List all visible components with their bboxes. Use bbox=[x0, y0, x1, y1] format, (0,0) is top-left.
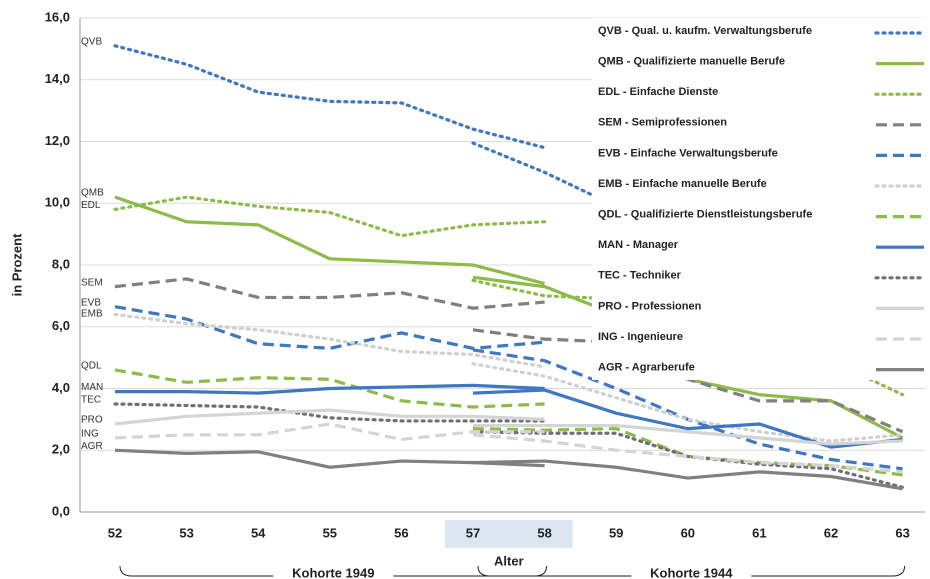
y-tick-label: 4,0 bbox=[52, 380, 70, 395]
series-line bbox=[472, 459, 903, 491]
series-short-label: QMB bbox=[81, 188, 104, 199]
x-tick-label: 57 bbox=[466, 525, 480, 540]
series-line bbox=[113, 312, 547, 369]
x-tick-label: 62 bbox=[824, 525, 838, 540]
series-short-label: AGR bbox=[81, 441, 103, 452]
cohort-brace bbox=[477, 565, 906, 577]
series-line bbox=[471, 362, 905, 443]
series-line bbox=[114, 368, 545, 409]
series-short-label: QVB bbox=[81, 36, 102, 47]
x-tick-label: 58 bbox=[537, 525, 551, 540]
series-short-label: QDL bbox=[81, 361, 102, 372]
legend-label: EMB - Einfache manuelle Berufe bbox=[598, 178, 767, 190]
x-tick-label: 55 bbox=[323, 525, 337, 540]
y-tick-label: 8,0 bbox=[52, 256, 70, 271]
legend-label: MAN - Manager bbox=[598, 239, 679, 251]
series-line bbox=[114, 305, 545, 350]
series-line bbox=[114, 195, 546, 286]
legend-label: EVB - Einfache Verwaltungsberufe bbox=[598, 147, 778, 159]
y-tick-label: 12,0 bbox=[45, 133, 70, 148]
series-line bbox=[472, 388, 903, 449]
series-line bbox=[472, 427, 903, 477]
series-line bbox=[113, 402, 547, 423]
x-tick-label: 56 bbox=[394, 525, 408, 540]
overlap-label: Alter bbox=[494, 553, 524, 568]
cohort-label: Kohorte 1944 bbox=[650, 565, 733, 579]
y-tick-label: 10,0 bbox=[45, 195, 70, 210]
x-tick-label: 60 bbox=[681, 525, 695, 540]
y-axis-title: in Prozent bbox=[9, 233, 24, 297]
series-short-label: EMB bbox=[81, 308, 103, 319]
legend-label: PRO - Professionen bbox=[598, 300, 702, 312]
cohort-label: Kohorte 1949 bbox=[292, 565, 374, 579]
x-tick-label: 63 bbox=[895, 525, 909, 540]
y-tick-label: 2,0 bbox=[52, 442, 70, 457]
series-line bbox=[113, 195, 547, 238]
y-tick-label: 6,0 bbox=[52, 318, 70, 333]
series-line bbox=[473, 423, 903, 446]
x-tick-label: 52 bbox=[108, 525, 122, 540]
legend-label: QMB - Qualifizierte manuelle Berufe bbox=[598, 56, 785, 68]
x-tick-label: 53 bbox=[179, 525, 193, 540]
y-tick-label: 16,0 bbox=[45, 9, 70, 24]
legend: QVB - Qual. u. kaufm. Verwaltungsberufe Q… bbox=[592, 18, 928, 380]
series-short-label: EDL bbox=[81, 200, 101, 211]
legend-label: QDL - Qualifizierte Dienstleistungsberuf… bbox=[598, 209, 812, 221]
x-tick-label: 59 bbox=[609, 525, 623, 540]
series-line bbox=[114, 422, 545, 442]
y-tick-label: 14,0 bbox=[45, 71, 70, 86]
series-line bbox=[114, 408, 545, 426]
y-tick-label: 0,0 bbox=[52, 503, 70, 518]
series-short-label: SEM bbox=[81, 277, 103, 288]
legend-label: SEM - Semiprofessionen bbox=[598, 117, 727, 129]
series-short-label: ING bbox=[81, 429, 99, 440]
series-line bbox=[113, 44, 547, 150]
legend-label: QVB - Qual. u. kaufm. Verwaltungsberufe bbox=[598, 25, 812, 37]
overlap-band bbox=[445, 520, 573, 548]
legend-label: TEC - Techniker bbox=[598, 270, 682, 282]
series-line bbox=[472, 348, 903, 471]
x-tick-label: 61 bbox=[752, 525, 766, 540]
series-line bbox=[114, 448, 545, 469]
legend-bg bbox=[592, 18, 928, 380]
series-short-label: MAN bbox=[81, 382, 103, 393]
series-short-label: TEC bbox=[81, 395, 101, 406]
series-short-label: PRO bbox=[81, 415, 103, 426]
series-line bbox=[472, 433, 903, 474]
legend-label: ING - Ingenieure bbox=[598, 331, 683, 343]
series-line bbox=[115, 383, 545, 395]
legend-label: AGR - Agrarberufe bbox=[598, 362, 695, 374]
series-short-label: EVB bbox=[81, 297, 101, 308]
x-tick-label: 54 bbox=[251, 525, 266, 540]
series-line bbox=[114, 277, 545, 310]
legend-label: EDL - Einfache Dienste bbox=[598, 86, 718, 98]
